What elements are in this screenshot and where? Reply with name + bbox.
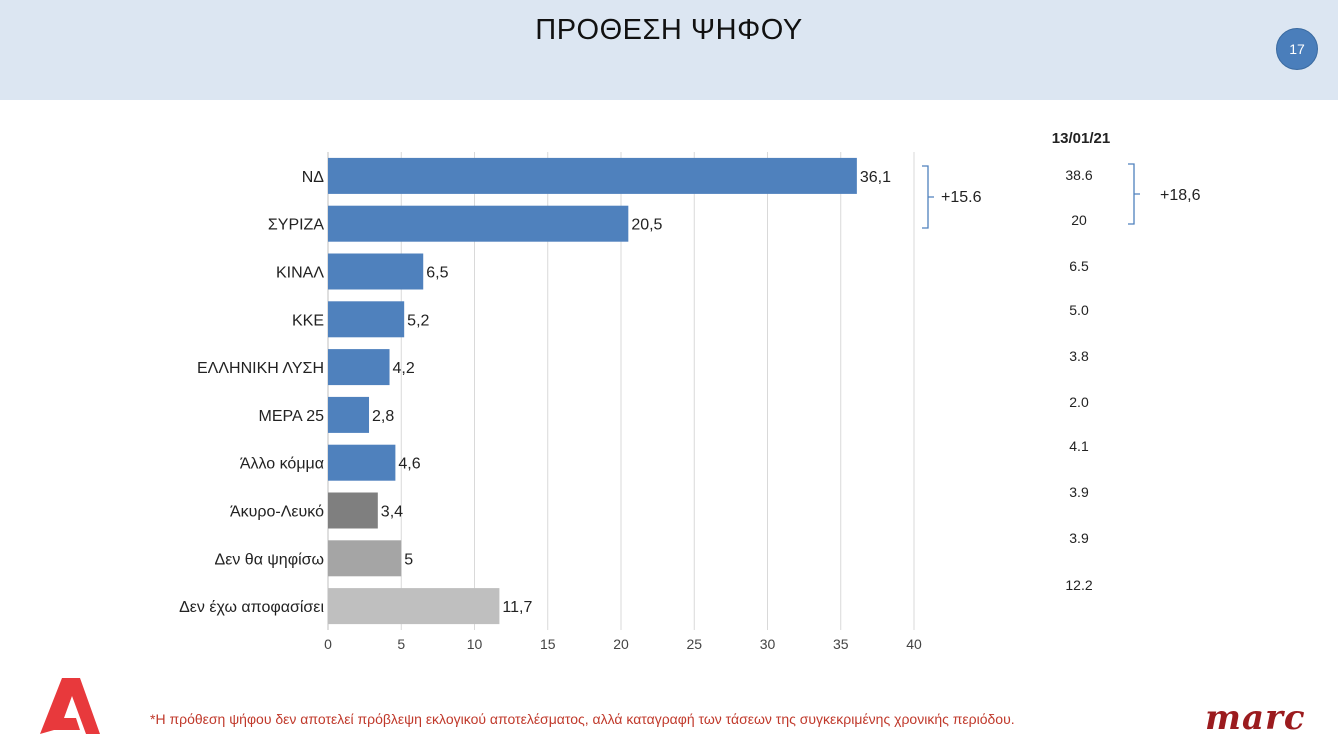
bar xyxy=(328,540,402,577)
category-label: ΚΙΝΑΛ xyxy=(276,265,324,282)
comparison-value: 6.5 xyxy=(1069,258,1089,274)
bar xyxy=(328,396,370,433)
comparison-value: 4.1 xyxy=(1069,438,1089,454)
bar xyxy=(328,301,405,338)
data-label: 2,8 xyxy=(372,408,394,425)
x-tick-label: 30 xyxy=(760,636,776,652)
data-label: 3,4 xyxy=(381,504,403,521)
category-label: Άλλο κόμμα xyxy=(240,456,324,473)
category-label: Άκυρο-Λευκό xyxy=(230,504,324,521)
x-tick-label: 10 xyxy=(467,636,483,652)
category-label: Δεν θα ψηφίσω xyxy=(215,551,324,568)
category-label: ΝΔ xyxy=(302,169,325,186)
comparison-value: 3.9 xyxy=(1069,530,1089,546)
comparison-gap-bracket xyxy=(1128,163,1140,225)
comparison-value: 20 xyxy=(1071,212,1087,228)
gap-bracket xyxy=(922,165,934,229)
alpha-logo xyxy=(40,678,100,734)
x-tick-label: 0 xyxy=(324,636,332,652)
data-label: 36,1 xyxy=(860,169,891,186)
bar xyxy=(328,157,857,194)
x-tick-label: 5 xyxy=(397,636,405,652)
comparison-value: 2.0 xyxy=(1069,394,1089,410)
bar xyxy=(328,492,378,529)
data-label: 4,2 xyxy=(393,360,415,377)
comparison-value: 12.2 xyxy=(1065,577,1092,593)
data-label: 5,2 xyxy=(407,312,429,329)
x-tick-label: 40 xyxy=(906,636,922,652)
data-label: 5 xyxy=(404,551,413,568)
data-label: 11,7 xyxy=(502,599,532,616)
x-tick-label: 35 xyxy=(833,636,849,652)
category-label: ΚΚΕ xyxy=(292,312,324,329)
bar xyxy=(328,349,390,386)
comparison-value: 38.6 xyxy=(1065,167,1092,183)
gap-annotation: +15.6 xyxy=(941,189,982,206)
comparison-value: 3.8 xyxy=(1069,348,1089,364)
marc-logo: marc xyxy=(1205,698,1306,738)
x-tick-label: 25 xyxy=(686,636,702,652)
data-label: 20,5 xyxy=(631,217,662,234)
category-label: ΜΕΡΑ 25 xyxy=(258,408,324,425)
bar xyxy=(328,588,500,625)
bar xyxy=(328,444,396,481)
page-number-badge: 17 xyxy=(1276,28,1318,70)
comparison-gap-annotation: +18,6 xyxy=(1160,187,1201,204)
category-label: ΣΥΡΙΖΑ xyxy=(268,217,324,234)
category-label: Δεν έχω αποφασίσει xyxy=(179,599,324,616)
data-label: 4,6 xyxy=(398,456,420,473)
category-label: ΕΛΛΗΝΙΚΗ ΛΥΣΗ xyxy=(197,360,324,377)
page-title: ΠΡΟΘΕΣΗ ΨΗΦΟΥ xyxy=(535,14,803,46)
x-tick-label: 20 xyxy=(613,636,629,652)
bar xyxy=(328,205,629,242)
comparison-value: 3.9 xyxy=(1069,484,1089,500)
header-band xyxy=(0,0,1338,100)
data-label: 6,5 xyxy=(426,265,448,282)
footnote: *Η πρόθεση ψήφου δεν αποτελεί πρόβλεψη ε… xyxy=(150,711,1015,727)
comparison-date: 13/01/21 xyxy=(1052,130,1110,147)
x-tick-label: 15 xyxy=(540,636,556,652)
comparison-value: 5.0 xyxy=(1069,302,1089,318)
bar xyxy=(328,253,424,290)
